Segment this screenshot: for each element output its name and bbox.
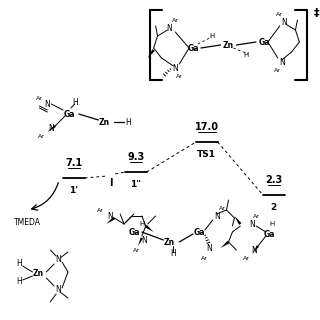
Text: Ga: Ga [193, 228, 205, 236]
Text: Ar: Ar [97, 207, 104, 212]
Polygon shape [234, 216, 242, 225]
Text: N: N [108, 212, 113, 220]
Text: Ar: Ar [36, 95, 42, 100]
Text: H: H [16, 260, 21, 268]
Text: N: N [249, 220, 255, 228]
Text: H: H [244, 52, 249, 58]
Text: 1": 1" [131, 180, 141, 189]
Text: Ar: Ar [201, 255, 208, 260]
Text: H: H [16, 277, 21, 286]
Text: I: I [109, 178, 113, 188]
Text: Ar: Ar [274, 68, 281, 73]
Text: Ar: Ar [176, 74, 183, 78]
Text: TMEDA: TMEDA [14, 218, 41, 227]
Text: Ar: Ar [219, 205, 226, 211]
Text: N: N [281, 18, 286, 27]
Text: 7.1: 7.1 [65, 158, 83, 168]
Text: 2.3: 2.3 [265, 175, 283, 185]
Text: Ar: Ar [252, 213, 260, 219]
Text: N: N [44, 100, 50, 108]
Text: H: H [171, 250, 176, 259]
Text: N: N [206, 244, 212, 252]
Text: Ga: Ga [187, 44, 199, 52]
Text: 9.3: 9.3 [127, 152, 145, 162]
Polygon shape [47, 125, 56, 132]
Text: H: H [72, 98, 78, 107]
Text: N: N [55, 255, 61, 265]
Text: Ga: Ga [128, 228, 140, 236]
Polygon shape [138, 237, 143, 246]
Text: H: H [209, 33, 214, 39]
Text: ‡: ‡ [314, 8, 320, 18]
Polygon shape [106, 217, 115, 224]
Text: H: H [269, 221, 275, 227]
Text: Zn: Zn [99, 117, 110, 126]
Polygon shape [220, 241, 229, 248]
Text: N: N [279, 58, 284, 67]
Text: Zn: Zn [164, 237, 175, 246]
Text: 1': 1' [69, 186, 78, 195]
Text: N: N [141, 236, 147, 244]
Text: Ga: Ga [63, 109, 75, 118]
Text: Ga: Ga [258, 37, 270, 46]
Text: Ar: Ar [172, 18, 179, 22]
Text: Ar: Ar [276, 12, 283, 17]
Text: TS1: TS1 [197, 150, 216, 159]
Text: Zn: Zn [223, 41, 234, 50]
Text: N: N [172, 63, 178, 73]
Polygon shape [252, 245, 259, 254]
Text: H: H [139, 221, 144, 227]
Text: 17.0: 17.0 [195, 122, 219, 132]
Text: Ar: Ar [132, 247, 139, 252]
Text: N: N [48, 124, 54, 132]
Polygon shape [145, 225, 154, 232]
Text: N: N [55, 285, 61, 294]
Text: N: N [251, 245, 257, 254]
Text: 2: 2 [271, 203, 277, 212]
Text: Ga: Ga [264, 229, 276, 238]
Text: N: N [166, 23, 172, 33]
Polygon shape [148, 49, 155, 58]
Text: N: N [214, 212, 220, 220]
Text: H: H [125, 117, 131, 126]
Text: Ar: Ar [243, 255, 250, 260]
Text: Zn: Zn [33, 269, 44, 278]
Text: Ar: Ar [38, 133, 45, 139]
